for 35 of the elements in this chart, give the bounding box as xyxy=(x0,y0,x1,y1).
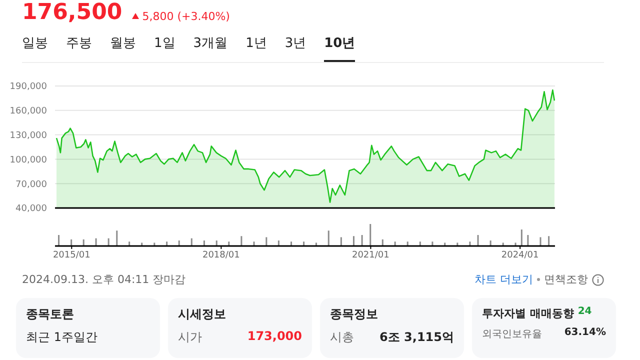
text: 외국인보유율 xyxy=(482,328,542,341)
text: 1년 xyxy=(246,35,267,53)
text: 1일 xyxy=(154,35,176,53)
text: 24 xyxy=(578,306,592,319)
text: 시가 xyxy=(178,329,202,346)
x-tick-label: 2015/01 xyxy=(52,250,90,260)
text: 3년 xyxy=(284,35,306,53)
y-tick-label: 100,000 xyxy=(10,155,48,166)
y-tick-label: 70,000 xyxy=(16,180,48,190)
text: 차트 더보기 xyxy=(474,272,533,287)
y-tick-label: 40,000 xyxy=(16,204,48,214)
text: 3개월 xyxy=(193,35,228,53)
x-tick-label: 2021/01 xyxy=(352,250,390,260)
text: 면책조항 xyxy=(544,272,588,287)
text: 투자자별 매매동향 xyxy=(482,307,574,320)
text: 종목토론 xyxy=(26,306,75,323)
text: 시세정보 xyxy=(178,306,227,323)
text: 173,000 xyxy=(247,329,302,345)
text: 2024.09.13. 오후 04:11 장마감 xyxy=(22,272,186,287)
text: 10년 xyxy=(324,34,356,62)
text: 시총 xyxy=(330,329,354,346)
text: 종목정보 xyxy=(330,306,379,323)
text: 최근 1주일간 xyxy=(26,329,98,346)
text: 주봉 xyxy=(66,35,92,53)
y-tick-label: 160,000 xyxy=(10,106,48,117)
text: 일봉 xyxy=(22,35,48,53)
y-tick-label: 130,000 xyxy=(10,130,48,141)
text: 63.14% xyxy=(564,327,606,340)
x-tick-label: 2024/01 xyxy=(501,250,539,260)
text: 5,800 (+3.40%) xyxy=(141,10,230,22)
text: 월봉 xyxy=(110,35,136,53)
text: 6조 3,115억 xyxy=(380,329,454,346)
y-tick-label: 190,000 xyxy=(10,82,48,92)
x-tick-label: 2018/01 xyxy=(202,250,240,260)
text: 176,500 xyxy=(22,0,122,25)
